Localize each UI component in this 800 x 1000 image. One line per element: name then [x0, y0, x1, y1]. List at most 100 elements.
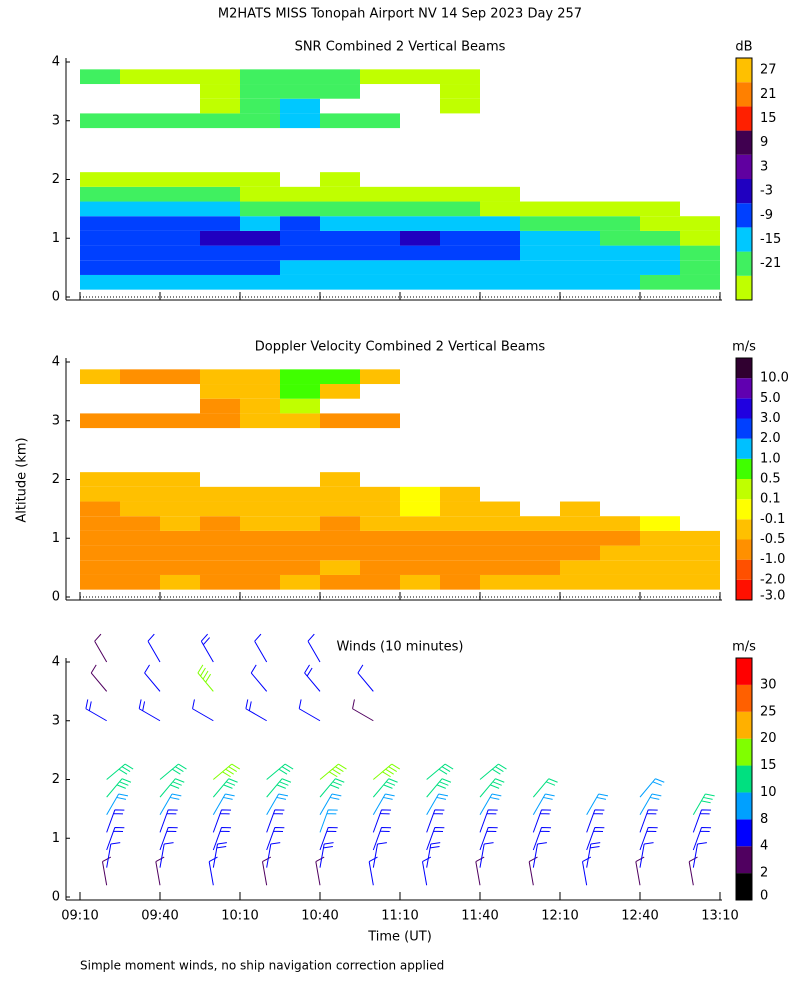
- colorbar-segment: [736, 378, 752, 399]
- heatmap-cell: [680, 245, 720, 261]
- colorbar-segment: [736, 738, 752, 766]
- heatmap-cell: [560, 516, 600, 531]
- wind-barb: [159, 826, 178, 851]
- y-tick-label: 1: [52, 531, 60, 546]
- wind-barb: [208, 856, 218, 886]
- heatmap-cell: [360, 486, 400, 502]
- heatmap-cell: [280, 486, 320, 502]
- wind-barb: [319, 793, 342, 815]
- heatmap-cell: [520, 574, 560, 590]
- heatmap-cell: [240, 574, 280, 590]
- colorbar-segment: [736, 106, 752, 131]
- wind-barb: [106, 809, 125, 833]
- heatmap-cell: [640, 516, 680, 531]
- wind-barb: [426, 778, 452, 798]
- heatmap-cell: [400, 516, 440, 531]
- colorbar-label: dB: [735, 40, 752, 55]
- colorbar-segment: [736, 559, 752, 580]
- heatmap-cell: [80, 574, 120, 590]
- colorbar-label: m/s: [732, 340, 756, 355]
- heatmap-cell: [440, 274, 480, 290]
- heatmap-cell: [80, 172, 120, 187]
- heatmap-cell: [200, 560, 240, 575]
- heatmap-cell: [280, 574, 320, 590]
- wind-barb: [586, 842, 601, 868]
- heatmap-cell: [320, 413, 360, 429]
- heatmap-cell: [520, 530, 560, 546]
- heatmap-cell: [400, 201, 440, 217]
- colorbar-tick-label: -21: [760, 256, 781, 271]
- heatmap-cell: [280, 69, 320, 85]
- heatmap-cell: [440, 245, 480, 261]
- heatmap-cell: [320, 84, 360, 99]
- colorbar-segment: [736, 792, 752, 820]
- heatmap-cell: [160, 216, 200, 231]
- wind-barb: [138, 699, 161, 722]
- wind-barb: [372, 826, 392, 851]
- wind-barb: [357, 664, 374, 692]
- wind-barb: [298, 699, 321, 722]
- heatmap-cell: [240, 216, 280, 231]
- heatmap-cell: [240, 201, 280, 217]
- heatmap-cell: [200, 260, 240, 275]
- heatmap-cell: [80, 230, 120, 246]
- heatmap-cell: [120, 172, 160, 187]
- heatmap-cell: [160, 486, 200, 502]
- heatmap-cell: [240, 384, 280, 399]
- colorbar-segment: [736, 458, 752, 479]
- colorbar-tick-label: 9: [760, 135, 768, 150]
- wind-barb: [266, 826, 285, 851]
- heatmap-cell: [280, 369, 320, 385]
- wind-barb: [159, 763, 187, 780]
- heatmap-cell: [520, 201, 560, 217]
- heatmap-cell: [680, 260, 720, 275]
- x-tick-label: 09:10: [61, 909, 98, 924]
- heatmap-cell: [80, 216, 120, 231]
- colorbar-tick-label: -0.5: [760, 532, 785, 547]
- y-tick-label: 3: [52, 413, 60, 428]
- heatmap-cell: [360, 501, 400, 517]
- heatmap-cell: [440, 501, 480, 517]
- x-tick-label: 10:10: [221, 909, 258, 924]
- heatmap-cell: [520, 545, 560, 561]
- colorbar-tick-label: 5.0: [760, 391, 781, 406]
- wind-barb: [426, 763, 454, 780]
- heatmap-cell: [640, 260, 680, 275]
- heatmap-cell: [120, 186, 160, 202]
- heatmap-cell: [520, 216, 560, 231]
- heatmap-cell: [160, 245, 200, 261]
- heatmap-cell: [480, 201, 520, 217]
- heatmap-cell: [480, 501, 520, 517]
- heatmap-cell: [480, 560, 520, 575]
- heatmap-cell: [200, 98, 240, 114]
- colorbar-segment: [736, 58, 752, 83]
- wind-barb: [212, 793, 235, 815]
- colorbar-tick-label: 10.0: [760, 371, 789, 386]
- heatmap-cell: [440, 516, 480, 531]
- heatmap-cell: [480, 516, 520, 531]
- x-tick-label: 09:40: [141, 909, 178, 924]
- wind-barb: [315, 856, 325, 886]
- heatmap-cell: [80, 113, 120, 129]
- wind-barb: [319, 763, 347, 780]
- heatmap-cell: [680, 560, 720, 575]
- heatmap-cell: [200, 84, 240, 99]
- colorbar-tick-label: 4: [760, 839, 768, 854]
- heatmap-cell: [360, 560, 400, 575]
- colorbar-segment: [736, 179, 752, 204]
- wind-barb: [532, 809, 552, 833]
- heatmap-cell: [280, 113, 320, 129]
- heatmap-cell: [600, 201, 640, 217]
- heatmap-cell: [240, 172, 280, 187]
- wind-barb: [144, 664, 161, 692]
- heatmap-cell: [360, 69, 400, 85]
- heatmap-cell: [120, 230, 160, 246]
- colorbar-segment: [736, 519, 752, 540]
- heatmap-cell: [440, 98, 480, 114]
- heatmap-cell: [200, 274, 240, 290]
- heatmap-cell: [160, 560, 200, 575]
- heatmap-cell: [200, 230, 240, 246]
- wind-barb: [692, 842, 707, 868]
- figure-title: M2HATS MISS Tonopah Airport NV 14 Sep 20…: [218, 7, 582, 22]
- heatmap-cell: [560, 245, 600, 261]
